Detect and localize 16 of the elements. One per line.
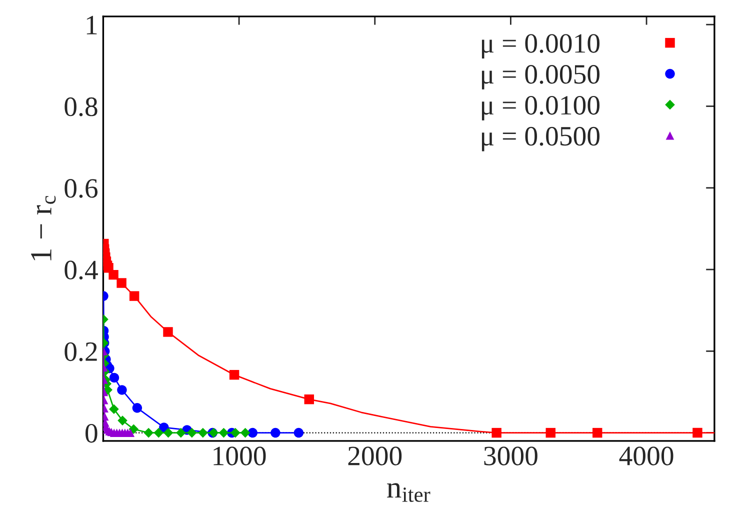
y-tick-label: 0 [86,424,98,443]
x-tick-label: 4000 [619,446,674,466]
y-tick-label: 1 [86,16,97,34]
legend-label: μ = 0.0050 [482,65,600,90]
legend-label: μ = 0.0010 [482,34,600,58]
x-tick-label: 1000 [214,446,266,466]
y-tick-label: 0.4 [64,260,98,280]
y-tick-label: 0.2 [64,342,97,362]
y-axis-title: 1 − r$_{c}$ [31,196,56,260]
x-axis-title: n$_{iter}$ [387,483,430,502]
y-tick-label: 0.8 [64,97,98,116]
x-tick-label: 3000 [484,446,538,466]
x-tick-label: 2000 [348,446,402,466]
legend-label: μ = 0.0500 [482,126,600,152]
y-tick-label: 0.6 [64,179,98,198]
legend-label: μ = 0.0100 [482,96,600,120]
